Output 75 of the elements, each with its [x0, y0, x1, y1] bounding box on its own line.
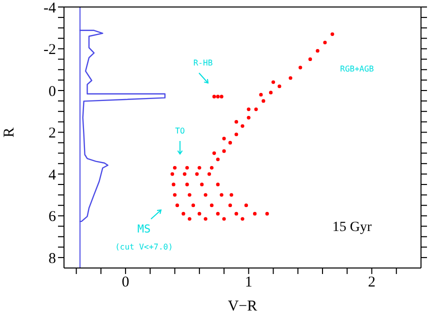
point	[210, 166, 214, 170]
point	[330, 32, 334, 36]
annotation: RGB+AGB	[340, 64, 374, 74]
point	[240, 217, 244, 221]
point	[207, 172, 212, 176]
point	[220, 193, 224, 197]
x-tick-label: 2	[368, 274, 376, 291]
point	[262, 99, 266, 103]
point	[216, 94, 220, 98]
point	[195, 172, 199, 176]
point	[185, 182, 189, 186]
point	[228, 204, 232, 208]
annotation: MS	[137, 222, 151, 236]
point	[222, 217, 226, 221]
point	[271, 80, 276, 84]
point	[198, 212, 202, 216]
point	[234, 132, 238, 136]
point	[175, 204, 180, 208]
point	[216, 212, 220, 216]
point	[278, 84, 282, 88]
point	[316, 49, 320, 53]
point	[269, 90, 273, 94]
point	[216, 182, 220, 186]
x-axis-title: V−R	[228, 298, 258, 315]
point	[230, 193, 234, 197]
point	[188, 217, 192, 221]
point	[234, 212, 238, 216]
point	[172, 182, 176, 186]
point	[308, 57, 312, 61]
point	[222, 136, 226, 140]
point	[259, 92, 263, 96]
y-tick-label: -4	[44, 0, 56, 16]
y-tick-label: 4	[48, 167, 56, 184]
x-tick-label: 1	[244, 274, 252, 291]
point	[204, 193, 208, 197]
annotation: R-HB	[193, 58, 213, 68]
annotation: TO	[175, 126, 185, 136]
point	[228, 140, 232, 145]
point	[170, 172, 174, 176]
point	[182, 172, 186, 176]
point	[288, 76, 292, 80]
point	[212, 94, 216, 98]
point	[222, 149, 226, 153]
annotation: (cut V<+7.0)	[115, 242, 173, 252]
point	[210, 204, 214, 208]
point	[185, 166, 189, 170]
x-tick-label: 0	[122, 274, 130, 291]
point	[244, 204, 248, 208]
point	[198, 166, 202, 170]
y-tick-label: 2	[48, 126, 56, 142]
point	[172, 166, 177, 170]
point	[188, 193, 192, 197]
point	[240, 124, 244, 128]
point	[234, 120, 238, 124]
point	[182, 212, 186, 216]
point	[220, 94, 224, 98]
point	[298, 66, 302, 70]
point	[212, 151, 216, 155]
point	[246, 108, 250, 112]
y-tick-label: 6	[48, 209, 56, 226]
point	[246, 116, 250, 120]
y-tick-label: 0	[48, 84, 56, 100]
point	[200, 182, 204, 186]
annotation: 15 Gyr	[332, 220, 372, 236]
point	[191, 204, 196, 208]
y-axis-title: R	[1, 127, 18, 138]
point	[216, 158, 220, 162]
point	[254, 108, 258, 112]
point	[204, 217, 208, 221]
point	[172, 193, 177, 197]
y-tick-label: 8	[48, 250, 56, 267]
point	[323, 40, 327, 44]
point	[253, 212, 257, 216]
y-tick-label: -2	[44, 42, 56, 58]
point	[265, 212, 269, 216]
